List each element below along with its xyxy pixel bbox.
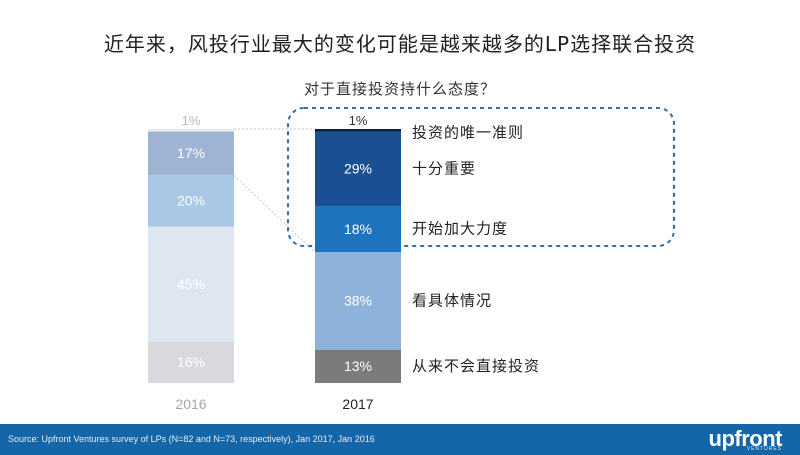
data-label-2016-3: 20% [177, 193, 205, 209]
footer-bar: Source: Upfront Ventures survey of LPs (… [0, 424, 800, 455]
highlight-outline [287, 107, 675, 247]
data-label-2017-4: 29% [344, 160, 372, 176]
legend-label-4: 十分重要 [412, 159, 476, 177]
upfront-logo-subtext: VENTURES [746, 446, 782, 452]
stacked-bar-chart: 16% 45% 20% 17% 1% 2016 13% 38% 18% 29% 1% 2017 从来不会… [148, 107, 675, 412]
bar-segment-2017-2 [315, 252, 401, 350]
source-note: Source: Upfront Ventures survey of LPs (… [8, 434, 375, 444]
legend-label-5: 投资的唯一准则 [412, 124, 524, 142]
legend-label-1: 从来不会直接投资 [412, 357, 540, 375]
data-label-2017-5: 1% [349, 113, 368, 128]
data-label-2016-4: 17% [177, 145, 205, 161]
bar-segment-2017-1 [315, 349, 401, 383]
bar-segment-2016-2 [148, 226, 234, 342]
chart-subtitle: 对于直接投资持什么态度？ [303, 80, 496, 98]
x-tick-label-2017: 2017 [342, 396, 373, 412]
bar-segment-2017-5 [315, 129, 401, 132]
chart-title: 近年来，风投行业最大的变化可能是越来越多的LP选择联合投资 [103, 32, 697, 56]
data-label-2016-5: 1% [182, 113, 201, 128]
bar-segment-2017-4 [315, 131, 401, 206]
legend-label-2: 看具体情况 [412, 291, 492, 309]
bar-segment-2016-1 [148, 341, 234, 383]
data-label-2017-1: 13% [344, 358, 372, 374]
connector-line-bottom [233, 174, 316, 253]
upfront-logo: upfront [708, 426, 783, 451]
data-label-2017-2: 38% [344, 293, 372, 309]
bar-segment-2016-3 [148, 175, 234, 227]
x-tick-label-2016: 2016 [175, 396, 206, 412]
data-label-2016-2: 45% [177, 276, 205, 292]
bar-segment-2017-3 [315, 205, 401, 253]
data-label-2016-1: 16% [177, 354, 205, 370]
bar-segment-2016-4 [148, 131, 234, 176]
bar-segment-2016-5 [148, 129, 234, 132]
legend-label-3: 开始加大力度 [412, 220, 508, 238]
data-label-2017-3: 18% [344, 221, 372, 237]
